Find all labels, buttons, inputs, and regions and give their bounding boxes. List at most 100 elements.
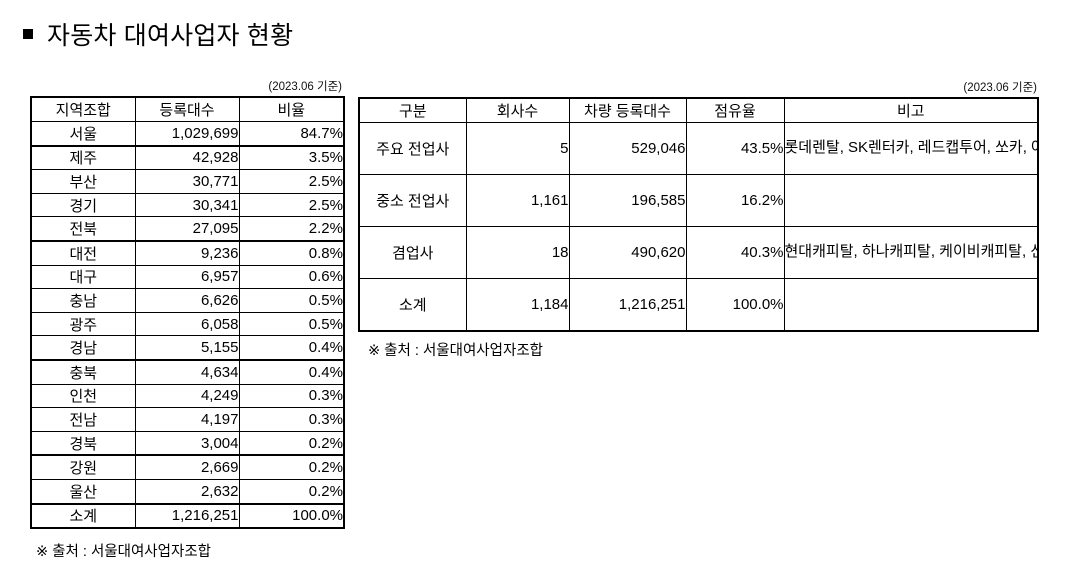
region-cell: 제주 [30, 145, 136, 171]
regional-row: 강원 2,669 0.2% [30, 454, 345, 480]
vehicles-cell: 529,046 [568, 122, 687, 175]
company-table: 구분 회사수 차량 등록대수 점유율 비고 주요 전업사 5 529,046 4… [358, 97, 1039, 332]
vehicles-cell: 1,216,251 [568, 278, 687, 332]
regional-row: 서울 1,029,699 84.7% [30, 120, 345, 147]
ratio-cell: 2.5% [238, 169, 345, 194]
regional-source-note: ※ 출처 : 서울대여사업자조합 [36, 544, 212, 560]
company-row: 주요 전업사 5 529,046 43.5% 롯데렌탈, SK렌터카, 레드캡투… [358, 122, 1039, 175]
region-cell: 광주 [30, 311, 136, 337]
ratio-cell: 2.2% [238, 216, 345, 242]
region-cell: 강원 [30, 454, 136, 480]
company-header-row: 구분 회사수 차량 등록대수 점유율 비고 [358, 97, 1039, 123]
count-cell: 4,249 [134, 383, 240, 409]
regional-header-region: 지역조합 [30, 96, 136, 122]
share-cell: 40.3% [685, 226, 785, 279]
regional-row: 충남 6,626 0.5% [30, 288, 345, 313]
companies-cell: 1,184 [465, 278, 570, 332]
bullet-square-icon [23, 29, 33, 39]
region-cell: 경북 [30, 430, 136, 457]
ratio-cell: 0.2% [238, 478, 345, 505]
note-cell [783, 278, 1039, 332]
region-cell: 경남 [30, 335, 136, 361]
regional-header-row: 지역조합 등록대수 비율 [30, 96, 345, 122]
count-cell: 30,341 [134, 192, 240, 218]
category-cell: 주요 전업사 [358, 122, 467, 175]
vehicles-cell: 490,620 [568, 226, 687, 279]
company-subtotal-row: 소계 1,184 1,216,251 100.0% [358, 278, 1039, 332]
region-cell: 울산 [30, 478, 136, 505]
company-header-note: 비고 [783, 97, 1039, 123]
ratio-cell: 0.6% [238, 264, 345, 290]
count-cell: 6,058 [134, 311, 240, 337]
ratio-cell: 2.5% [238, 192, 345, 218]
count-cell: 5,155 [134, 335, 240, 361]
regional-row: 부산 30,771 2.5% [30, 169, 345, 194]
count-cell: 2,669 [134, 454, 240, 480]
regional-row: 광주 6,058 0.5% [30, 311, 345, 337]
share-cell: 16.2% [685, 174, 785, 227]
count-cell: 30,771 [134, 169, 240, 194]
regional-row: 대전 9,236 0.8% [30, 240, 345, 266]
ratio-cell: 0.3% [238, 407, 345, 432]
count-cell: 4,634 [134, 359, 240, 385]
region-cell: 전남 [30, 407, 136, 432]
regional-table: 지역조합 등록대수 비율 서울 1,029,699 84.7% 제주 42,92… [30, 96, 345, 530]
ratio-cell: 0.2% [238, 430, 345, 457]
regional-row: 경기 30,341 2.5% [30, 192, 345, 218]
count-cell: 1,216,251 [134, 503, 240, 529]
regional-subtotal-row: 소계 1,216,251 100.0% [30, 503, 345, 529]
region-cell: 충남 [30, 288, 136, 313]
company-header-vehicles: 차량 등록대수 [568, 97, 687, 123]
regional-row: 울산 2,632 0.2% [30, 478, 345, 505]
regional-row: 충북 4,634 0.4% [30, 359, 345, 385]
company-header-category: 구분 [358, 97, 467, 123]
region-cell: 서울 [30, 120, 136, 147]
regional-row: 경남 5,155 0.4% [30, 335, 345, 361]
note-cell [783, 174, 1039, 227]
category-cell: 중소 전업사 [358, 174, 467, 227]
count-cell: 2,632 [134, 478, 240, 505]
company-source-note: ※ 출처 : 서울대여사업자조합 [368, 343, 544, 359]
count-cell: 9,236 [134, 240, 240, 266]
count-cell: 3,004 [134, 430, 240, 457]
ratio-cell: 0.2% [238, 454, 345, 480]
ratio-cell: 0.5% [238, 288, 345, 313]
companies-cell: 18 [465, 226, 570, 279]
region-cell: 경기 [30, 192, 136, 218]
category-cell: 겸업사 [358, 226, 467, 279]
regional-row: 전북 27,095 2.2% [30, 216, 345, 242]
company-row: 겸업사 18 490,620 40.3% 현대캐피탈, 하나캐피탈, 케이비캐피… [358, 226, 1039, 279]
count-cell: 42,928 [134, 145, 240, 171]
company-table-caption: (2023.06 기준) [963, 82, 1037, 94]
regional-header-ratio: 비율 [238, 96, 345, 122]
regional-row: 제주 42,928 3.5% [30, 145, 345, 171]
ratio-cell: 0.4% [238, 335, 345, 361]
region-cell: 인천 [30, 383, 136, 409]
region-cell: 소계 [30, 503, 136, 529]
region-cell: 부산 [30, 169, 136, 194]
share-cell: 100.0% [685, 278, 785, 332]
count-cell: 6,957 [134, 264, 240, 290]
region-cell: 대구 [30, 264, 136, 290]
ratio-cell: 100.0% [238, 503, 345, 529]
region-cell: 대전 [30, 240, 136, 266]
category-cell: 소계 [358, 278, 467, 332]
ratio-cell: 0.5% [238, 311, 345, 337]
ratio-cell: 0.4% [238, 359, 345, 385]
companies-cell: 1,161 [465, 174, 570, 227]
regional-row: 경북 3,004 0.2% [30, 430, 345, 457]
count-cell: 27,095 [134, 216, 240, 242]
count-cell: 1,029,699 [134, 120, 240, 147]
count-cell: 6,626 [134, 288, 240, 313]
company-row: 중소 전업사 1,161 196,585 16.2% [358, 174, 1039, 227]
regional-row: 인천 4,249 0.3% [30, 383, 345, 409]
vehicles-cell: 196,585 [568, 174, 687, 227]
regional-table-caption: (2023.06 기준) [268, 81, 342, 93]
regional-header-count: 등록대수 [134, 96, 240, 122]
region-cell: 전북 [30, 216, 136, 242]
company-header-companies: 회사수 [465, 97, 570, 123]
companies-cell: 5 [465, 122, 570, 175]
ratio-cell: 3.5% [238, 145, 345, 171]
company-header-share: 점유율 [685, 97, 785, 123]
